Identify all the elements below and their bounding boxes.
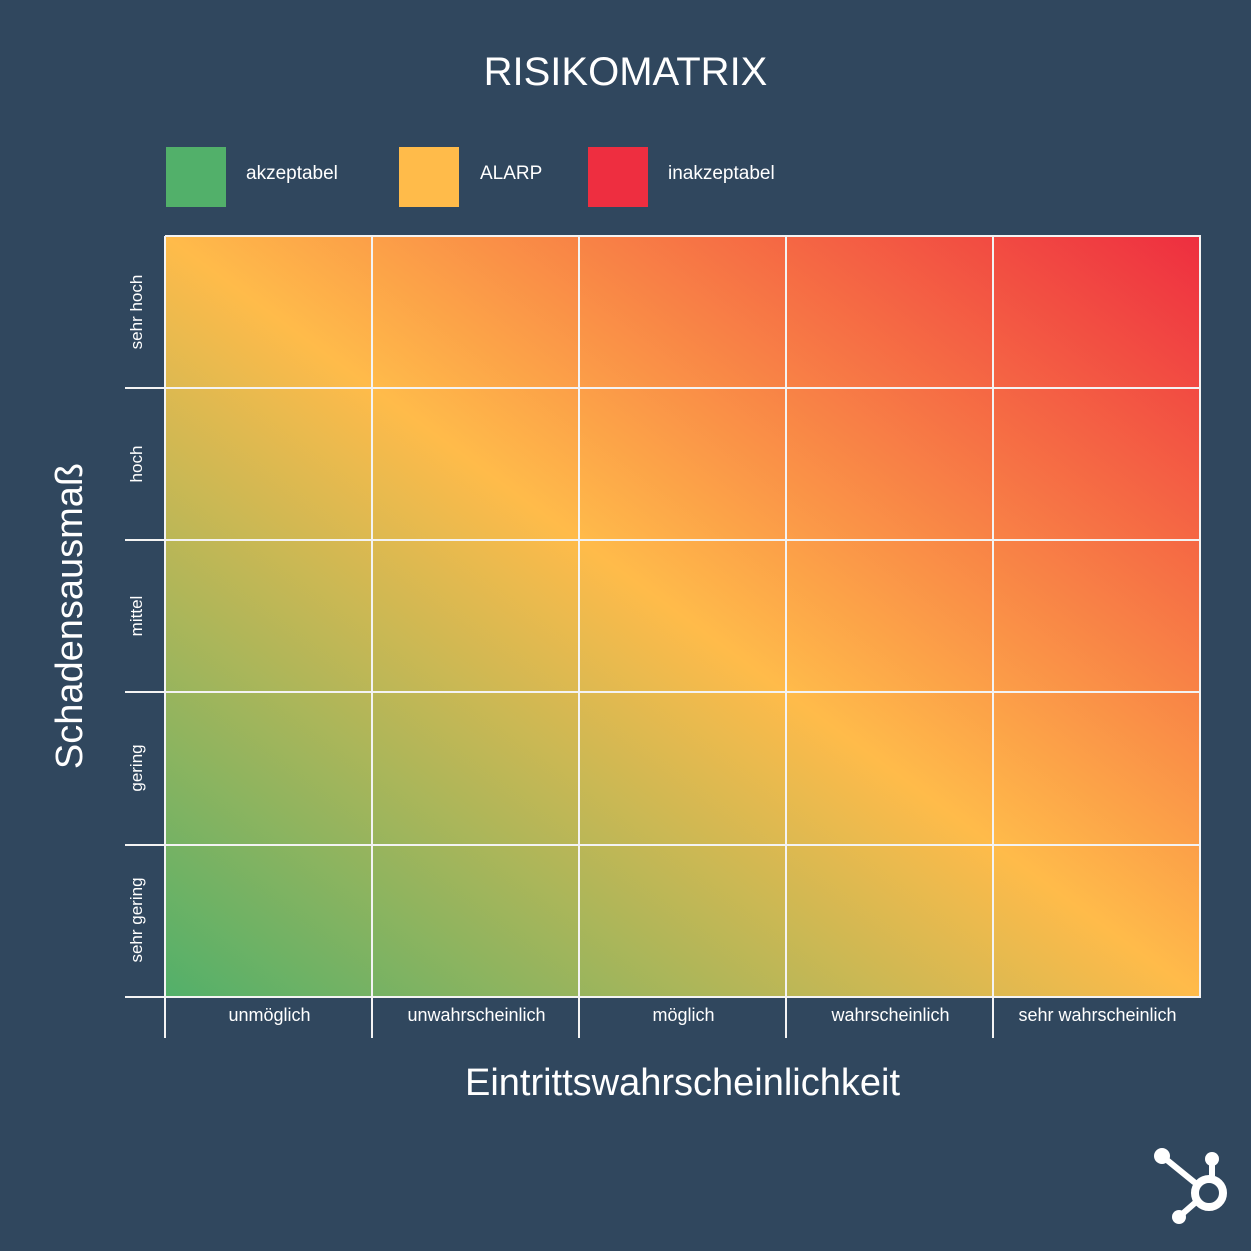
gridline-vertical (578, 236, 580, 1038)
y-tick-low: gering (127, 744, 146, 792)
legend-swatch-acceptable (166, 147, 226, 207)
x-axis-title: Eintrittswahrscheinlichkeit (464, 1062, 901, 1104)
y-tick-medium: mittel (127, 595, 146, 637)
gridline-vertical (371, 236, 373, 1038)
gridline-horizontal (125, 996, 1200, 998)
y-tick-high: hoch (127, 445, 146, 483)
legend-label-alarp: ALARP (480, 163, 543, 184)
matrix-title: RISIKOMATRIX (483, 50, 768, 94)
x-tick-impossible: unmöglich (228, 1005, 311, 1025)
gridline-horizontal (125, 844, 1200, 846)
x-tick-unlikely: unwahrscheinlich (407, 1005, 546, 1025)
hubspot-sprocket-icon (1154, 1148, 1227, 1224)
y-axis-title: Schadensausmaß (49, 462, 91, 770)
legend-swatch-unacceptable (588, 147, 648, 207)
gridline-vertical (785, 236, 787, 1038)
risk-matrix-grid (165, 236, 1200, 997)
legend-label-unacceptable: inakzeptabel (668, 163, 775, 184)
gridline-horizontal (125, 387, 1200, 389)
matrix-border-top (165, 235, 1201, 237)
gridline-vertical (992, 236, 994, 1038)
y-tick-very-low: sehr gering (127, 877, 146, 963)
x-tick-likely: wahrscheinlich (831, 1005, 950, 1025)
legend-label-acceptable: akzeptabel (246, 163, 338, 184)
matrix-border-right (1199, 235, 1201, 998)
gridline-horizontal (125, 691, 1200, 693)
y-tick-very-high: sehr hoch (127, 274, 146, 350)
gridline-horizontal (125, 539, 1200, 541)
gridline-vertical (164, 236, 166, 1038)
legend-swatch-alarp (399, 147, 459, 207)
x-tick-very-likely: sehr wahrscheinlich (1018, 1005, 1177, 1025)
x-tick-possible: möglich (652, 1005, 715, 1025)
